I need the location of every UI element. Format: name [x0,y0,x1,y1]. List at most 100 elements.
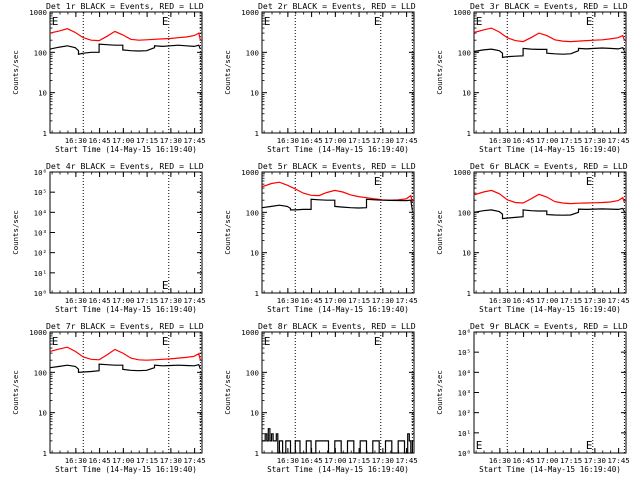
panel-title: Det 3r BLACK = Events, RED = LLD [470,1,628,11]
series-line-events [261,198,413,211]
event-marker: E [162,15,169,28]
plot-frame [473,11,627,134]
x-axis-label: Start Time (14-May-15 16:19:40) [267,305,409,314]
x-tick-label: 17:30 [372,136,394,145]
x-axis-label: Start Time (14-May-15 16:19:40) [55,305,197,314]
panel-title: Det 5r BLACK = Events, RED = LLD [258,161,416,171]
series-line-events [49,43,201,55]
x-tick-label: 17:00 [324,136,346,145]
y-axis-label: Counts/sec [223,50,232,95]
y-tick-label: 1000 [453,8,471,17]
series-line-events [262,428,413,454]
y-tick-label: 1 [255,129,259,138]
x-tick-label: 17:15 [348,296,370,305]
x-tick-label: 16:30 [277,296,299,305]
y-axis-label: Counts/sec [435,210,444,255]
x-tick-label: 17:15 [560,136,582,145]
y-tick-label: 1000 [29,328,47,337]
x-tick-label: 17:15 [136,296,158,305]
panel-title: Det 4r BLACK = Events, RED = LLD [46,161,204,171]
series-line-lld [261,181,413,203]
x-axis-label: Start Time (14-May-15 16:19:40) [479,465,621,474]
series-line-lld [473,189,625,205]
y-tick-label: 1 [467,129,471,138]
x-tick-label: 17:30 [372,296,394,305]
x-tick-label: 17:30 [160,456,182,465]
y-tick-label: 1000 [241,8,259,17]
y-axis-label: Counts/sec [435,370,444,415]
panel-det-2r: Det 2r BLACK = Events, RED = LLD 1 10 100 10… [223,1,418,154]
x-axis-label: Start Time (14-May-15 16:19:40) [267,145,409,154]
y-tick-label: 1000 [241,328,259,337]
plot-frame [49,171,203,294]
y-tick-label: 10⁶ [34,168,47,177]
y-axis-label: Counts/sec [223,210,232,255]
y-tick-label: 10 [38,89,47,98]
panel-title: Det 1r BLACK = Events, RED = LLD [46,1,204,11]
x-tick-label: 17:45 [607,296,629,305]
panel-det-4r: Det 4r BLACK = Events, RED = LLD 10⁰ 10¹ 10… [11,161,206,314]
y-axis-label: Counts/sec [11,210,20,255]
y-tick-label: 1000 [453,168,471,177]
panel-title: Det 6r BLACK = Events, RED = LLD [470,161,628,171]
panel-det-3r: Det 3r BLACK = Events, RED = LLD 1 10 100 10… [435,1,630,154]
plot-frame [473,331,627,454]
x-tick-label: 16:45 [88,296,110,305]
plot-frame [261,331,415,454]
x-tick-label: 17:15 [560,456,582,465]
y-tick-label: 100 [34,48,47,57]
x-tick-label: 17:30 [584,296,606,305]
x-tick-label: 17:15 [348,136,370,145]
x-tick-label: 17:00 [112,296,134,305]
x-tick-label: 17:45 [607,456,629,465]
x-tick-label: 16:30 [65,296,87,305]
event-marker: E [586,15,593,28]
y-tick-label: 10¹ [34,269,47,278]
x-tick-label: 17:30 [372,456,394,465]
y-tick-label: 10⁴ [458,368,471,377]
x-tick-label: 16:45 [300,456,322,465]
y-tick-label: 10 [250,249,259,258]
x-tick-label: 17:30 [584,456,606,465]
x-tick-label: 16:45 [300,296,322,305]
x-tick-label: 17:30 [160,136,182,145]
x-tick-label: 17:30 [160,296,182,305]
y-tick-label: 1 [255,449,259,458]
y-tick-label: 100 [246,368,259,377]
event-marker: E [374,175,381,188]
panel-det-8r: Det 8r BLACK = Events, RED = LLD 1 10 100 10… [223,321,418,474]
y-tick-label: 10⁰ [458,449,471,458]
y-tick-label: 1000 [29,8,47,17]
y-axis-label: Counts/sec [11,50,20,95]
x-tick-label: 17:45 [395,136,417,145]
plot-frame [473,171,627,294]
y-tick-label: 10⁰ [34,289,47,298]
y-tick-label: 1 [43,129,47,138]
plot-frame [261,11,415,134]
y-tick-label: 10⁵ [34,188,47,197]
y-tick-label: 100 [458,208,471,217]
series-line-events [473,47,625,59]
y-tick-label: 1 [467,289,471,298]
x-tick-label: 17:45 [183,136,205,145]
event-marker: E [586,439,593,452]
x-tick-label: 16:45 [512,456,534,465]
panel-title: Det 2r BLACK = Events, RED = LLD [258,1,416,11]
x-tick-label: 17:45 [395,296,417,305]
y-tick-label: 10⁶ [458,328,471,337]
x-tick-label: 17:15 [136,456,158,465]
x-tick-label: 16:45 [88,456,110,465]
x-axis-label: Start Time (14-May-15 16:19:40) [479,305,621,314]
y-axis-label: Counts/sec [223,370,232,415]
y-tick-label: 10¹ [458,429,471,438]
y-tick-label: 10 [462,89,471,98]
x-tick-label: 17:00 [536,296,558,305]
x-tick-label: 17:00 [324,296,346,305]
panel-det-5r: Det 5r BLACK = Events, RED = LLD 1 10 100 10… [223,161,418,314]
x-tick-label: 17:30 [584,136,606,145]
x-tick-label: 16:30 [277,136,299,145]
series-line-events [49,363,201,373]
x-axis-label: Start Time (14-May-15 16:19:40) [479,145,621,154]
